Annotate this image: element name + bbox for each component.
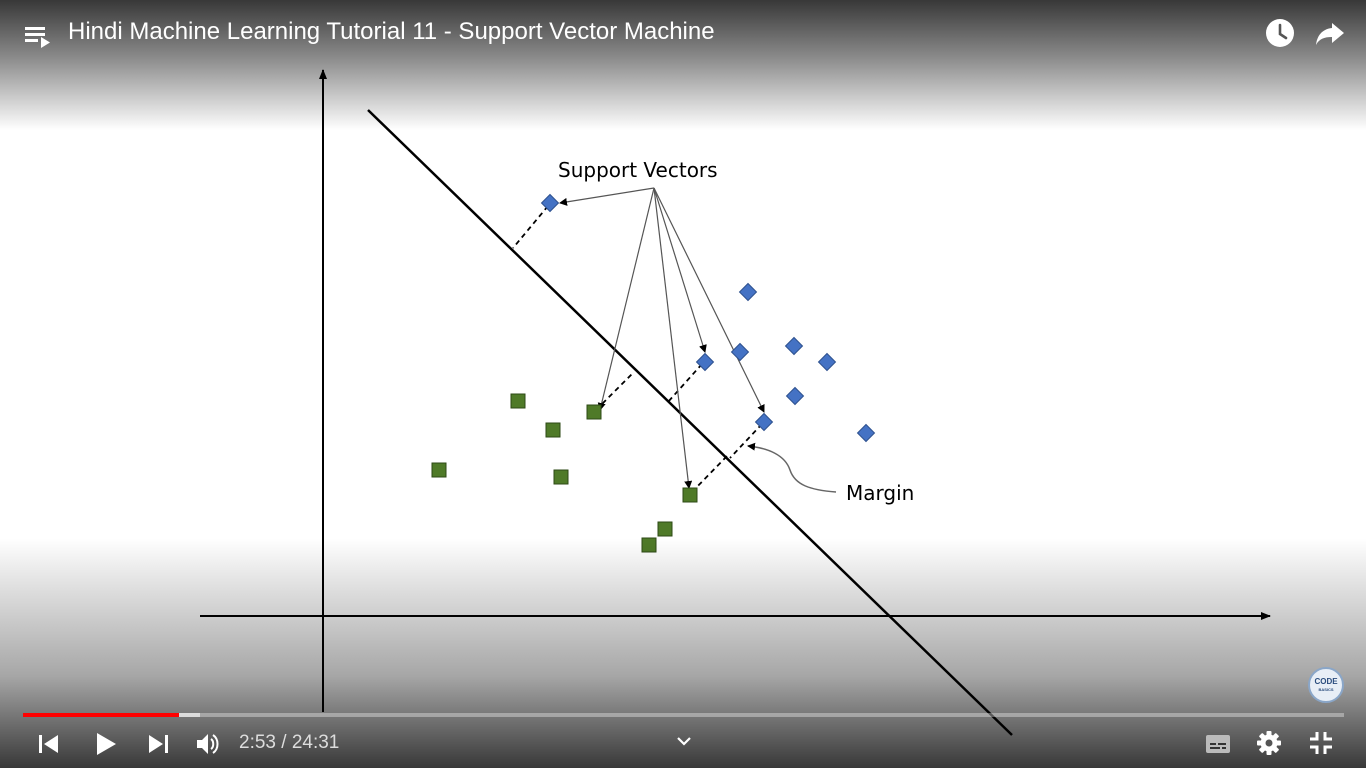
square-point — [545, 422, 561, 438]
channel-logo-subtext: BASICS — [1318, 687, 1334, 692]
video-title[interactable]: Hindi Machine Learning Tutorial 11 - Sup… — [68, 18, 715, 45]
clock-icon[interactable] — [1264, 17, 1296, 49]
margin-line — [729, 423, 763, 459]
diamond-point — [695, 352, 715, 372]
square-point — [553, 469, 569, 485]
progress-bar[interactable] — [23, 713, 1344, 717]
diamond-point — [738, 282, 758, 302]
volume-icon[interactable] — [194, 730, 222, 758]
subtitles-icon[interactable] — [1204, 730, 1232, 758]
title-bar: Hindi Machine Learning Tutorial 11 - Sup… — [0, 0, 1366, 68]
margin-line — [512, 205, 549, 249]
previous-icon[interactable] — [36, 731, 62, 757]
channel-logo-text: CODE — [1314, 677, 1338, 686]
pointer-arrow — [653, 187, 765, 413]
gear-icon[interactable] — [1255, 729, 1283, 757]
bottom-gradient — [0, 538, 1366, 768]
diamond-point — [817, 352, 837, 372]
margin-line — [667, 363, 703, 403]
diamond-point — [754, 412, 774, 432]
square-point — [682, 487, 698, 503]
chevron-down-icon[interactable] — [674, 731, 694, 751]
margin-line — [691, 454, 729, 493]
margin-pointer — [747, 442, 837, 493]
support-vectors-label: Support Vectors — [558, 158, 718, 182]
square-points — [431, 393, 698, 553]
playlist-icon[interactable] — [22, 20, 54, 50]
time-display: 2:53 / 24:31 — [239, 732, 340, 753]
pointer-arrow — [597, 187, 655, 411]
square-point — [586, 404, 602, 420]
diamond-points — [540, 193, 876, 443]
exit-fullscreen-icon[interactable] — [1307, 729, 1335, 757]
diamond-point — [856, 423, 876, 443]
channel-logo[interactable]: CODE BASICS — [1308, 667, 1344, 703]
pointer-arrow — [653, 187, 707, 353]
diamond-point — [785, 386, 805, 406]
diamond-point — [784, 336, 804, 356]
share-icon[interactable] — [1314, 17, 1346, 49]
top-gradient — [0, 0, 1366, 130]
pointer-arrow — [653, 187, 693, 489]
diamond-point — [730, 342, 750, 362]
square-point — [510, 393, 526, 409]
square-point — [431, 462, 447, 478]
next-icon[interactable] — [145, 731, 171, 757]
pointer-arrow — [559, 187, 655, 206]
square-point — [657, 521, 673, 537]
play-icon[interactable] — [90, 729, 120, 759]
progress-played — [23, 713, 179, 717]
margin-label: Margin — [846, 481, 914, 505]
diamond-point — [540, 193, 560, 213]
